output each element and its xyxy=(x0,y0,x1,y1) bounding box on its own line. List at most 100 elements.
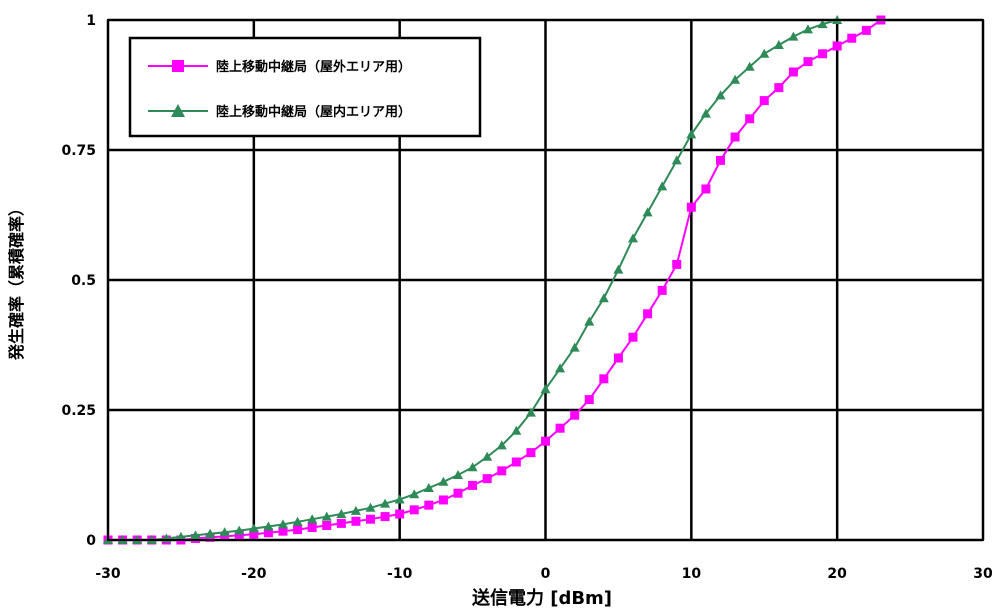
data-point-triangle xyxy=(817,19,828,29)
data-point-square xyxy=(278,526,288,536)
data-point-triangle xyxy=(453,470,463,479)
data-point-triangle xyxy=(321,511,332,521)
x-tick-label: -10 xyxy=(387,566,413,582)
data-point-square xyxy=(803,57,813,67)
data-point-square xyxy=(453,488,463,498)
data-point-triangle xyxy=(555,363,566,373)
data-point-triangle xyxy=(686,129,697,139)
data-point-square xyxy=(745,114,755,124)
data-point-triangle xyxy=(657,181,668,191)
data-point-triangle xyxy=(759,48,770,58)
data-point-triangle xyxy=(438,476,449,486)
data-point-triangle xyxy=(219,527,230,537)
y-tick-label: 0 xyxy=(86,533,96,549)
data-point-square xyxy=(395,509,405,519)
y-tick-label: 0.25 xyxy=(61,403,96,419)
data-point-square xyxy=(438,495,448,505)
data-point-triangle xyxy=(336,509,347,518)
y-axis-title: 発生確率（累積確率） xyxy=(7,200,26,361)
data-point-triangle xyxy=(278,519,288,529)
legend-box xyxy=(128,36,482,138)
axes: -30 -20 -10 0 10 20 30 0 0.25 0.5 0.75 1 xyxy=(61,13,993,582)
legend-swatch-marker-triangle xyxy=(171,104,185,117)
data-point-square xyxy=(307,523,317,533)
data-point-square xyxy=(511,457,521,467)
data-point-triangle xyxy=(511,425,522,435)
data-point-triangle xyxy=(423,483,434,492)
data-point-square xyxy=(366,514,375,524)
data-point-square xyxy=(788,67,798,77)
data-point-triangle xyxy=(773,39,784,49)
data-point-square xyxy=(818,49,828,59)
data-point-square xyxy=(424,500,434,510)
data-point-triangle xyxy=(613,264,624,274)
data-point-square xyxy=(336,518,346,528)
data-point-triangle xyxy=(350,505,361,515)
data-point-square xyxy=(234,530,244,540)
data-point-triangle xyxy=(380,498,391,508)
data-point-triangle xyxy=(715,90,726,100)
data-point-triangle xyxy=(700,108,711,118)
data-point-square xyxy=(599,374,609,384)
data-point-triangle xyxy=(788,31,799,41)
legend-label-outdoor: 陸上移動中継局（屋外エリア用） xyxy=(216,59,411,75)
x-tick-label: 0 xyxy=(541,566,551,582)
data-point-triangle xyxy=(248,523,259,533)
data-point-square xyxy=(759,96,769,106)
y-tick-label: 0.75 xyxy=(61,143,96,159)
data-point-triangle xyxy=(307,514,318,524)
data-point-triangle xyxy=(525,407,536,417)
legend-label-indoor: 陸上移動中継局（屋内エリア用） xyxy=(216,104,411,120)
data-point-square xyxy=(322,520,332,530)
data-point-square xyxy=(716,155,725,165)
x-tick-label: 30 xyxy=(973,566,993,582)
data-point-triangle xyxy=(730,74,741,84)
legend-entry-outdoor: 陸上移動中継局（屋外エリア用） xyxy=(148,59,411,75)
data-point-triangle xyxy=(234,525,245,535)
data-point-square xyxy=(220,531,230,541)
x-axis-title: 送信電力 [dBm] xyxy=(471,587,612,609)
data-point-square xyxy=(541,436,550,446)
data-point-square xyxy=(555,423,565,433)
data-point-triangle xyxy=(803,24,813,34)
data-point-square xyxy=(584,395,594,405)
data-point-triangle xyxy=(467,462,478,472)
series-indoor xyxy=(103,15,843,544)
data-point-triangle xyxy=(744,61,755,71)
data-point-square xyxy=(672,259,682,269)
data-point-square xyxy=(570,410,580,420)
data-point-triangle xyxy=(569,342,580,352)
x-tick-label: -30 xyxy=(95,566,121,582)
data-point-square xyxy=(468,480,478,490)
data-point-triangle xyxy=(496,440,507,450)
data-point-triangle xyxy=(584,316,595,326)
legend: 陸上移動中継局（屋外エリア用） 陸上移動中継局（屋内エリア用） xyxy=(128,36,482,138)
data-point-triangle xyxy=(540,384,551,394)
y-tick-label: 1 xyxy=(86,13,96,29)
x-tick-label: -20 xyxy=(241,566,267,582)
data-point-triangle xyxy=(205,528,216,538)
data-point-square xyxy=(482,474,492,484)
plot-frame xyxy=(107,19,984,541)
data-point-square xyxy=(409,505,419,515)
legend-swatch-marker-square xyxy=(172,60,184,72)
data-point-triangle xyxy=(671,155,682,165)
data-point-square xyxy=(847,33,857,43)
data-point-triangle xyxy=(598,293,609,303)
legend-entry-indoor: 陸上移動中継局（屋内エリア用） xyxy=(148,104,411,120)
data-point-square xyxy=(774,83,784,93)
data-point-triangle xyxy=(263,521,274,531)
data-point-square xyxy=(730,132,740,142)
data-point-square xyxy=(628,332,638,342)
data-point-square xyxy=(657,285,667,295)
data-point-triangle xyxy=(394,494,405,504)
x-tick-label: 10 xyxy=(682,566,702,582)
data-point-square xyxy=(249,529,259,539)
y-tick-label: 0.5 xyxy=(71,273,96,289)
data-point-triangle xyxy=(642,207,653,217)
data-point-triangle xyxy=(190,530,201,540)
data-point-triangle xyxy=(482,451,493,461)
data-point-square xyxy=(263,528,273,538)
data-point-square xyxy=(526,448,536,458)
